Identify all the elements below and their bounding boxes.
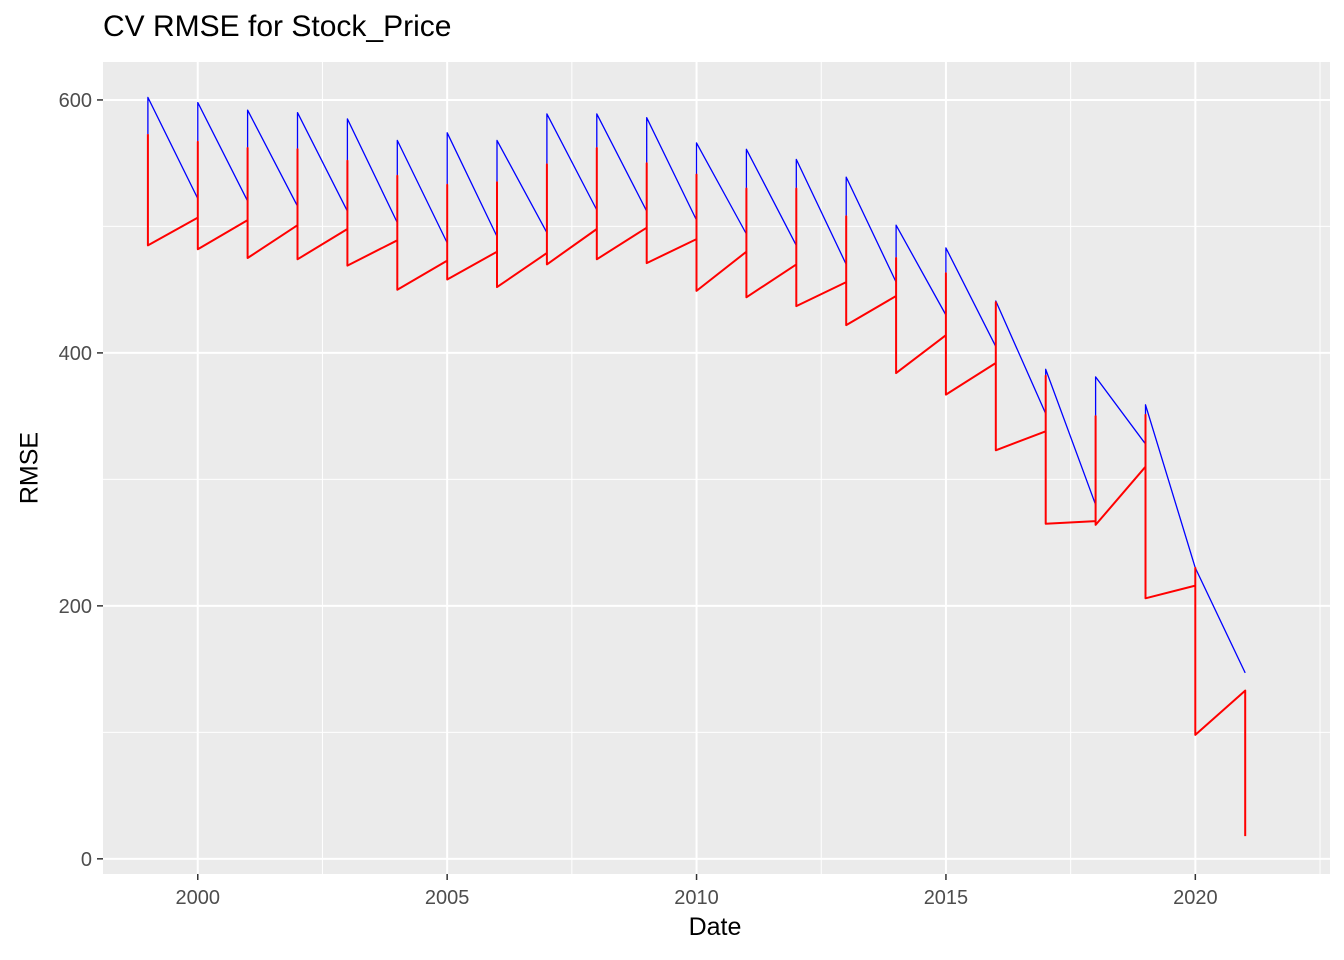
series-line-blue	[147, 96, 1246, 674]
x-axis-title: Date	[688, 913, 742, 941]
x-tick-label: 2015	[924, 887, 969, 909]
chart-title: CV RMSE for Stock_Price	[103, 10, 452, 43]
y-tick-label: 0	[81, 849, 92, 871]
series-line-red	[146, 134, 1247, 837]
x-tick-label: 2005	[425, 887, 470, 909]
y-axis-title: RMSE	[15, 431, 44, 505]
x-tick-label: 2020	[1173, 887, 1218, 909]
y-tick-label: 200	[59, 596, 92, 618]
x-tick-label: 2010	[674, 887, 719, 909]
x-tick-label: 2000	[176, 887, 221, 909]
plot-panel	[103, 62, 1330, 874]
y-tick-label: 600	[59, 90, 92, 112]
y-tick-label: 400	[59, 343, 92, 365]
